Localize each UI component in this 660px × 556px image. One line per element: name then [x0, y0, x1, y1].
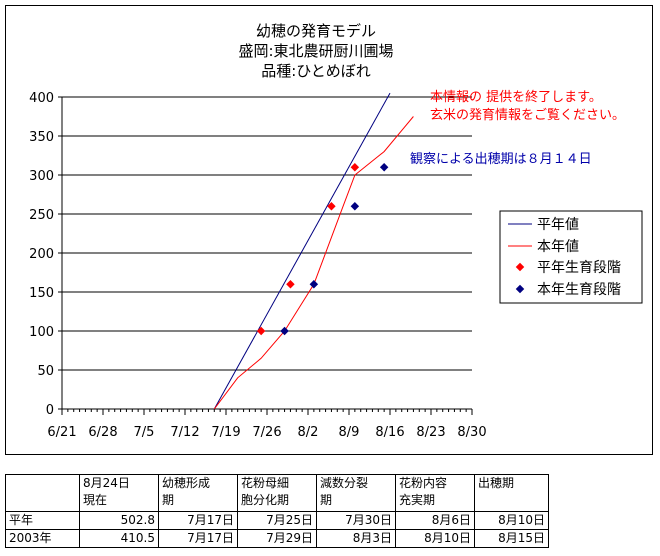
- table-cell: 7月30日: [316, 511, 396, 530]
- marker-3-3: [379, 162, 389, 172]
- table-cell: 幼穂形成 期: [158, 474, 238, 512]
- table-cell: 8月24日 現在: [79, 474, 159, 512]
- x-tick-label: 8/2: [298, 425, 319, 440]
- x-tick-label: 8/23: [416, 425, 445, 440]
- series-line-1: [213, 116, 414, 410]
- table-cell: 8月15日: [474, 529, 549, 548]
- table-cell: 8月6日: [395, 511, 475, 530]
- table-cell: 2003年: [5, 529, 80, 548]
- table-cell: 平年: [5, 511, 80, 530]
- legend-label-honnen-stage: 本年生育段階: [537, 282, 621, 298]
- x-axis-labels: 6/21 6/28 7/5 7/12 7/19 7/26 8/2 8/9 8/16 8/23 8/3…: [47, 425, 486, 440]
- title-line-1: 幼穂の発育モデル: [256, 22, 376, 40]
- x-tick-label: 8/16: [375, 425, 404, 440]
- x-tick-label: 6/28: [88, 425, 117, 440]
- y-tick-label: 150: [29, 286, 54, 301]
- legend-marker-honnen-stage: [515, 284, 525, 294]
- x-tick-label: 7/26: [252, 425, 281, 440]
- table-cell: 花粉母細 胞分化期: [237, 474, 317, 512]
- table-cell: 8月10日: [474, 511, 549, 530]
- table-cell: 7月17日: [158, 529, 238, 548]
- legend-label-heinen: 平年値: [537, 217, 579, 233]
- marker-3-2: [350, 201, 360, 211]
- annotations: 本情報の 提供を終了します。 玄米の発育情報をご覧ください。 観察による出穂期は…: [410, 89, 625, 167]
- legend-box: [499, 210, 643, 304]
- y-tick-label: 300: [29, 169, 54, 184]
- table-row: 8月24日 現在 幼穂形成 期花粉母細 胞分化期 減数分裂 期花粉内容 充実期 出穂期: [5, 474, 549, 512]
- series-line-0: [213, 92, 391, 410]
- marker-3-1: [309, 279, 319, 289]
- x-tick-label: 7/12: [170, 425, 199, 440]
- table-cell: 7月17日: [158, 511, 238, 530]
- x-tick-label: 7/19: [211, 425, 240, 440]
- table-cell: 8月10日: [395, 529, 475, 548]
- y-axis-labels: 0 50 100 150 200 250 300 350 400: [29, 91, 54, 418]
- y-tick-label: 200: [29, 247, 54, 262]
- notice-line-2: 玄米の発育情報をご覧ください。: [430, 107, 625, 123]
- observation-note: 観察による出穂期は８月１４日: [410, 152, 592, 167]
- chart-svg: 幼穂の発育モデル 盛岡:東北農研厨川圃場 品種:ひとめぼれ 0 50 100 150 2…: [29, 22, 643, 440]
- legend-marker-heinen-stage: [515, 262, 525, 272]
- y-tick-label: 250: [29, 208, 54, 223]
- title-line-3: 品種:ひとめぼれ: [261, 62, 371, 80]
- y-tick-label: 350: [29, 130, 54, 145]
- table-cell: 減数分裂 期: [316, 474, 396, 512]
- table-cell: 7月29日: [237, 529, 317, 548]
- y-tick-label: 50: [37, 364, 54, 379]
- table-cell: 出穂期: [474, 474, 549, 512]
- table-cell: 8月3日: [316, 529, 396, 548]
- x-tick-label: 7/5: [134, 425, 155, 440]
- y-tick-label: 400: [29, 91, 54, 106]
- legend-label-heinen-stage: 平年生育段階: [537, 260, 621, 276]
- table-cell: 7月25日: [237, 511, 317, 530]
- x-tick-label: 6/21: [47, 425, 76, 440]
- stage-table: 8月24日 現在 幼穂形成 期花粉母細 胞分化期 減数分裂 期花粉内容 充実期 出穂期…: [5, 474, 549, 548]
- marker-2-2: [327, 201, 336, 211]
- table-cell: [5, 474, 80, 512]
- table-row: 平年 502.8 7月17日 7月25日 7月30日 8月6日 8月10日: [5, 511, 549, 530]
- table-cell: 502.8: [79, 511, 159, 530]
- legend: 平年値 本年値 平年生育段階 本年生育段階: [499, 210, 643, 304]
- y-tick-label: 0: [46, 403, 54, 418]
- table-row: 2003年 410.5 7月17日 7月29日 8月3日 8月10日 8月15日: [5, 529, 549, 548]
- marker-2-1: [286, 279, 295, 289]
- x-tick-label: 8/30: [457, 425, 486, 440]
- marker-3-0: [280, 326, 289, 336]
- marker-2-3: [350, 162, 360, 172]
- chart-title: 幼穂の発育モデル 盛岡:東北農研厨川圃場 品種:ひとめぼれ: [238, 22, 393, 80]
- notice-line-1: 本情報の 提供を終了します。: [430, 89, 602, 105]
- title-line-2: 盛岡:東北農研厨川圃場: [238, 42, 393, 60]
- plot-area: [58, 96, 473, 415]
- chart-frame: 幼穂の発育モデル 盛岡:東北農研厨川圃場 品種:ひとめぼれ 0 50 100 150 2…: [5, 5, 653, 455]
- y-tick-label: 100: [29, 325, 54, 340]
- legend-label-honnen: 本年値: [537, 239, 579, 255]
- table-cell: 410.5: [79, 529, 159, 548]
- marker-2-0: [256, 326, 266, 336]
- table-cell: 花粉内容 充実期: [395, 474, 475, 512]
- x-tick-label: 8/9: [339, 425, 360, 440]
- series-layer: [213, 92, 414, 410]
